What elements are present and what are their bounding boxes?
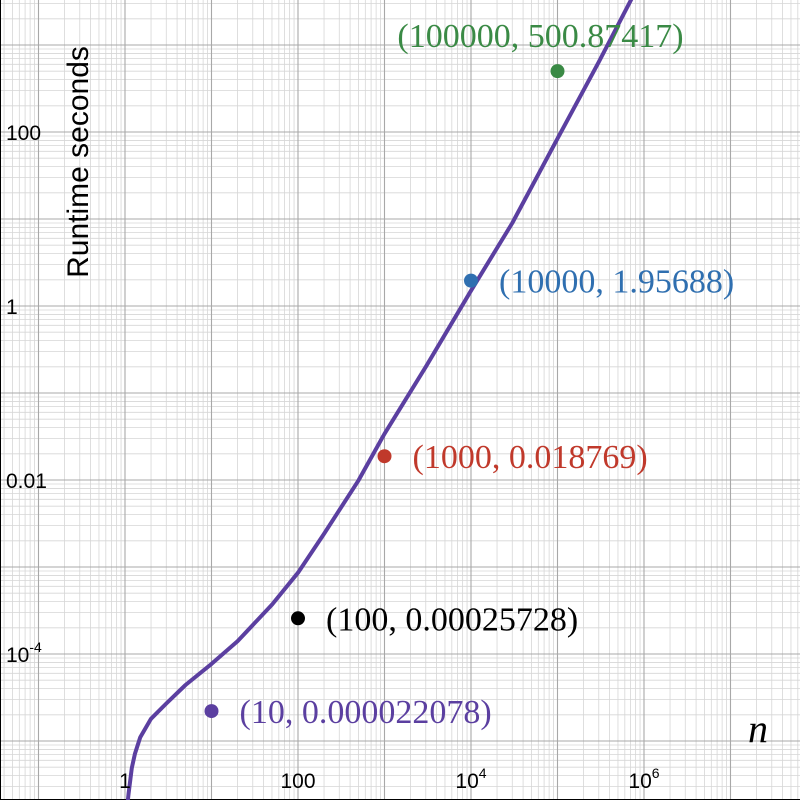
point-label: (10, 0.000022078): [240, 694, 492, 731]
x-tick-label: 104: [455, 765, 486, 793]
x-tick-label: 106: [628, 765, 659, 793]
y-tick-label: 100: [6, 122, 41, 145]
x-tick-label: 100: [280, 770, 315, 793]
y-tick-label: 0.01: [6, 470, 47, 493]
x-tick-label: 1: [119, 770, 131, 793]
data-point: [550, 64, 565, 79]
point-label: (100000, 500.87417): [397, 18, 683, 55]
x-axis-title: n: [748, 706, 768, 751]
point-label: (100, 0.00025728): [326, 601, 578, 638]
data-point: [464, 273, 478, 288]
data-point: [291, 611, 305, 626]
tick-labels: 1 100 104 106 100 1 0.01 10-4: [6, 122, 660, 793]
point-label: (10000, 1.95688): [499, 264, 734, 301]
data-point: [377, 449, 392, 464]
curve-layer: [125, 0, 634, 800]
data-point: [204, 704, 219, 719]
y-tick-label: 10-4: [6, 639, 42, 667]
y-tick-label: 1: [6, 296, 18, 319]
point-label: (1000, 0.018769): [413, 439, 648, 476]
y-axis-title: Runtime seconds: [62, 46, 95, 278]
runtime-curve: [125, 0, 634, 800]
points-layer: (10, 0.000022078) (100, 0.00025728) (1000,…: [204, 18, 734, 731]
